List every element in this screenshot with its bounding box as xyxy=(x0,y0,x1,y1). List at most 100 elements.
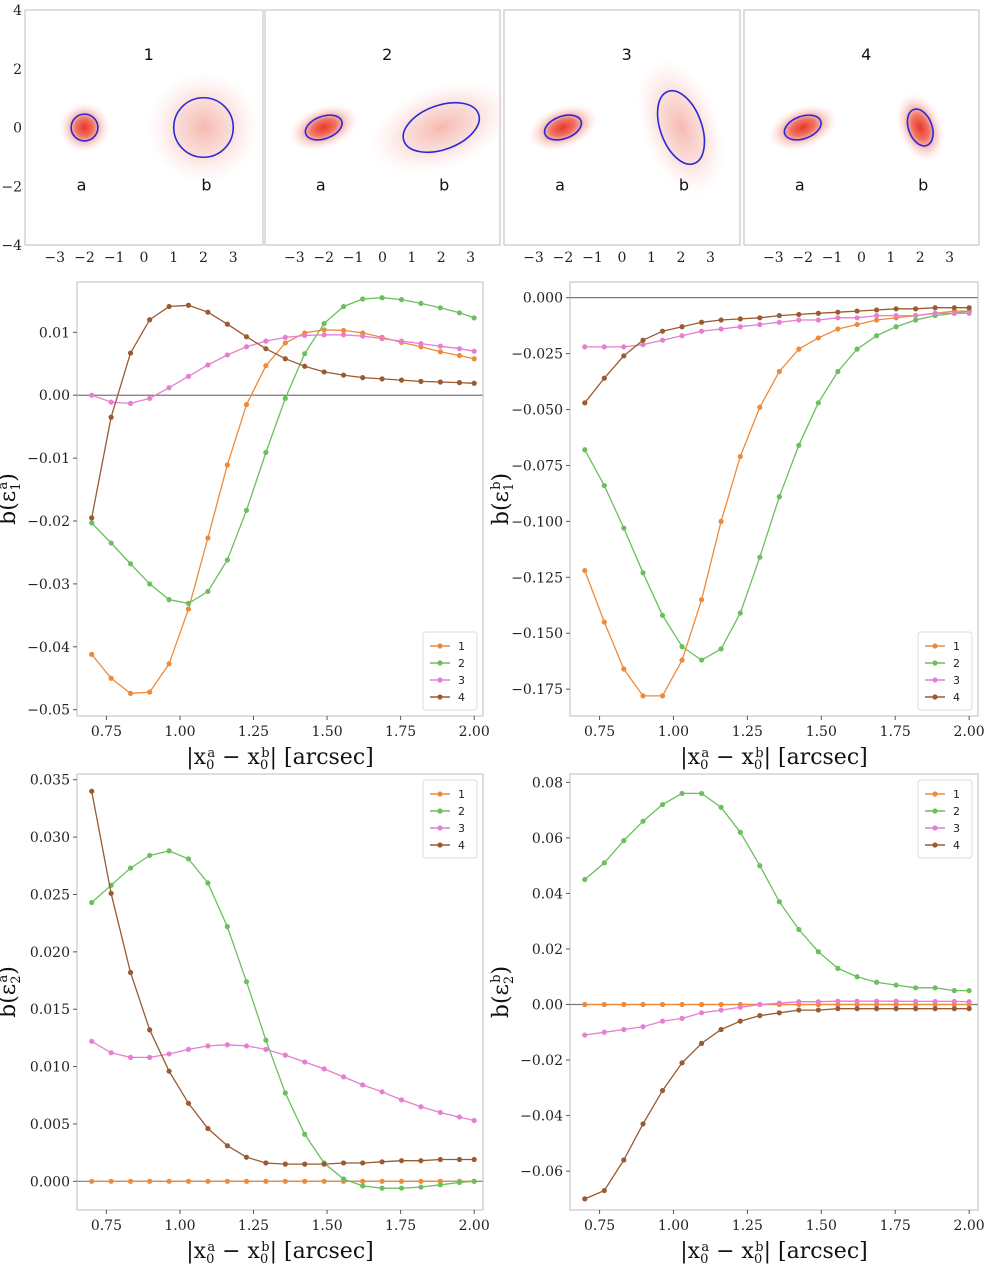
data-point-series-3 xyxy=(893,312,899,319)
galaxy-a-label: a xyxy=(555,176,565,195)
data-point-series-2 xyxy=(321,320,327,327)
data-point-series-4 xyxy=(854,1006,860,1012)
y-axis-label-part: b(ε xyxy=(489,491,514,525)
y-axis-label-part: a xyxy=(0,482,11,490)
data-point-series-3 xyxy=(582,1032,588,1038)
x-tick-label: 2.00 xyxy=(954,724,985,740)
legend-marker-4 xyxy=(437,842,443,848)
data-point-series-4 xyxy=(224,321,230,327)
data-point-series-3 xyxy=(873,312,880,319)
data-point-series-4 xyxy=(698,1040,705,1046)
data-point-series-4 xyxy=(966,305,972,311)
data-point-series-2 xyxy=(224,557,230,563)
data-point-series-4 xyxy=(360,375,366,381)
data-point-series-1 xyxy=(640,1001,646,1008)
data-point-series-3 xyxy=(108,399,114,405)
data-point-series-1 xyxy=(659,1001,666,1008)
data-point-series-2 xyxy=(679,644,685,650)
y-tick-label: 0.010 xyxy=(30,1060,70,1076)
x-tick-label: 0 xyxy=(618,250,627,266)
x-tick-label: 0.75 xyxy=(584,724,615,740)
x-tick-label: 1.50 xyxy=(806,1218,837,1234)
data-point-series-2 xyxy=(185,600,192,607)
x-tick-label: −3 xyxy=(763,250,784,266)
data-point-series-2 xyxy=(340,303,347,310)
x-tick-label: −2 xyxy=(313,250,334,266)
data-point-series-3 xyxy=(815,999,821,1005)
data-point-series-2 xyxy=(147,581,153,587)
data-point-series-3 xyxy=(224,352,230,358)
x-tick-label: 1.75 xyxy=(385,724,416,740)
legend-label-3: 3 xyxy=(953,674,960,687)
data-point-series-2 xyxy=(913,317,919,323)
data-point-series-2 xyxy=(621,838,627,844)
data-point-series-3 xyxy=(185,1046,192,1052)
data-point-series-3 xyxy=(360,333,366,339)
x-tick-label: 1 xyxy=(886,250,895,266)
galaxy-b-ellipse xyxy=(656,89,706,166)
data-point-series-3 xyxy=(835,998,841,1004)
data-point-series-2 xyxy=(835,368,841,375)
legend-label-1: 1 xyxy=(458,788,465,801)
data-point-series-3 xyxy=(243,344,250,350)
data-point-series-3 xyxy=(776,1000,782,1006)
x-tick-label: 1.25 xyxy=(238,724,269,740)
plot-area xyxy=(570,774,978,1210)
data-point-series-4 xyxy=(243,334,250,340)
galaxy-a-ellipse xyxy=(304,114,343,141)
y-axis-label: b(ε1a) xyxy=(0,473,24,525)
x-tick-label: −1 xyxy=(104,250,125,266)
data-point-series-1 xyxy=(718,518,724,524)
data-point-series-4 xyxy=(127,350,134,356)
data-point-series-1 xyxy=(147,689,153,695)
data-point-series-4 xyxy=(893,306,899,312)
x-tick-label: −1 xyxy=(582,250,603,266)
data-point-series-4 xyxy=(89,515,95,521)
data-point-series-2 xyxy=(127,561,134,567)
data-point-series-4 xyxy=(776,312,782,319)
data-point-series-3 xyxy=(951,310,957,316)
galaxy-b-ellipse xyxy=(402,101,481,154)
x-tick-label: 1.00 xyxy=(658,724,689,740)
data-point-series-1 xyxy=(854,321,860,328)
legend-label-4: 4 xyxy=(953,839,960,852)
data-point-series-3 xyxy=(737,324,743,330)
galaxy-b-ellipse xyxy=(906,108,934,147)
data-point-series-1 xyxy=(698,1001,705,1008)
y-axis-label: b(ε1b) xyxy=(489,473,517,525)
data-point-series-1 xyxy=(205,535,211,541)
data-point-series-4 xyxy=(737,316,743,322)
x-axis-label-part: |x xyxy=(680,745,700,770)
y-tick-label: 0.06 xyxy=(532,831,563,847)
data-point-series-2 xyxy=(640,570,646,576)
data-point-series-2 xyxy=(282,395,288,401)
y-tick-label: 0.01 xyxy=(39,325,70,341)
x-axis-label-part: | [arcsec] xyxy=(764,1239,868,1264)
galaxy-a-ellipse xyxy=(70,113,99,142)
x-tick-label: 0.75 xyxy=(584,1218,615,1234)
data-point-series-1 xyxy=(776,368,782,375)
y-tick-label: 0.025 xyxy=(30,887,70,903)
data-point-series-3 xyxy=(340,1074,347,1080)
data-point-series-3 xyxy=(679,333,685,339)
data-point-series-3 xyxy=(302,332,308,339)
x-tick-label: 1.75 xyxy=(385,1218,416,1234)
data-point-series-1 xyxy=(418,1178,424,1184)
data-point-series-3 xyxy=(321,1066,327,1072)
legend-marker-1 xyxy=(437,791,443,797)
data-point-series-4 xyxy=(932,1006,938,1012)
x-axis-label-part: a xyxy=(207,1240,215,1255)
plot-area xyxy=(77,282,483,716)
y-axis-label-part: b(ε xyxy=(489,984,514,1018)
legend-marker-1 xyxy=(437,643,443,649)
data-point-series-4 xyxy=(621,1157,627,1163)
data-point-series-3 xyxy=(659,337,666,343)
y-tick-label: 0.000 xyxy=(30,1174,70,1190)
data-point-series-1 xyxy=(282,340,288,346)
x-axis-label-part: |x xyxy=(186,745,206,770)
data-point-series-2 xyxy=(621,525,627,531)
data-point-series-4 xyxy=(582,400,588,406)
data-point-series-2 xyxy=(205,588,211,595)
legend: 1 2 3 4 xyxy=(917,779,973,859)
